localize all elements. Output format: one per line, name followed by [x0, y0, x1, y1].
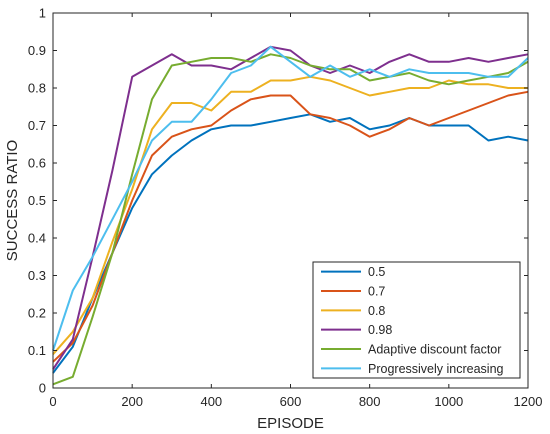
legend-label: 0.7	[368, 285, 385, 299]
series-line-5	[52, 45, 529, 351]
y-tick-label: 0.7	[28, 118, 46, 133]
x-axis-label: EPISODE	[257, 415, 324, 432]
series-line-4	[52, 53, 529, 386]
series-line-2	[52, 75, 528, 355]
x-tick-label: 1200	[514, 394, 543, 409]
x-tick-label: 1000	[434, 394, 463, 409]
y-tick-label: 0.4	[28, 231, 46, 246]
x-axis-ticks: 0 200 400 600 800 1000 1200	[49, 13, 542, 409]
series-line-0	[52, 113, 529, 374]
legend-label: Adaptive discount factor	[368, 343, 501, 357]
legend-label: Progressively increasing	[368, 362, 504, 376]
x-tick-label: 800	[359, 394, 381, 409]
y-tick-label: 1	[39, 6, 46, 21]
y-tick-label: 0.6	[28, 156, 46, 171]
y-axis-label: SUCCESS RATIO	[4, 140, 21, 261]
legend-label: 0.8	[368, 304, 385, 318]
y-tick-label: 0.5	[28, 193, 46, 208]
y-tick-label: 0.8	[28, 81, 46, 96]
x-tick-label: 600	[280, 394, 302, 409]
legend-label: 0.98	[368, 323, 392, 337]
y-tick-label: 0	[39, 381, 46, 396]
y-tick-label: 0.9	[28, 43, 46, 58]
y-tick-label: 0.1	[28, 343, 46, 358]
legend-label: 0.5	[368, 265, 385, 279]
y-axis-ticks: 0 0.1 0.2 0.3 0.4 0.5 0.6 0.7 0.8 0.9 1	[28, 6, 528, 396]
y-tick-label: 0.3	[28, 268, 46, 283]
legend-box	[312, 261, 521, 379]
x-tick-label: 400	[200, 394, 222, 409]
series-lines	[52, 45, 529, 386]
legend: 0.5 0.7 0.8 0.98 Adaptive discount factor Pro…	[312, 261, 521, 379]
x-tick-label: 200	[121, 394, 143, 409]
y-tick-label: 0.2	[28, 306, 46, 321]
series-line-1	[52, 90, 529, 363]
series-line-3	[52, 45, 529, 370]
x-tick-label: 0	[49, 394, 56, 409]
